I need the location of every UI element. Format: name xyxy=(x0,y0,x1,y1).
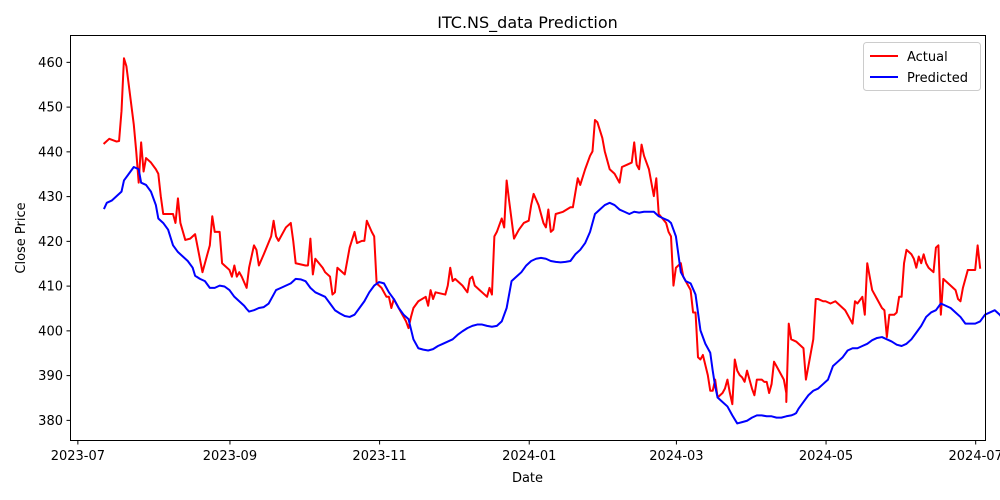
plot-frame xyxy=(70,35,986,441)
y-tick-label: 430 xyxy=(38,190,63,205)
x-tick-label: 2024-03 xyxy=(649,449,703,464)
y-tick-label: 380 xyxy=(38,414,63,429)
x-tick-label: 2024-05 xyxy=(799,449,853,464)
y-tick-label: 460 xyxy=(38,56,63,71)
y-tick-label: 390 xyxy=(38,369,63,384)
chart-title: ITC.NS_data Prediction xyxy=(437,13,618,33)
x-tick-label: 2023-11 xyxy=(352,449,406,464)
x-tick-label: 2024-01 xyxy=(502,449,556,464)
y-tick-label: 400 xyxy=(38,324,63,339)
y-axis: 380 390 400 410 420 430 440 450 460 xyxy=(38,56,71,429)
y-tick-label: 410 xyxy=(38,280,63,295)
y-tick-label: 420 xyxy=(38,235,63,250)
x-tick-label: 2023-07 xyxy=(51,449,105,464)
plot-area xyxy=(102,57,1000,425)
x-axis: 2023-07 2023-09 2023-11 2024-01 2024-03 2024-… xyxy=(51,440,1000,464)
series-line-predicted xyxy=(103,166,1000,425)
y-tick-label: 450 xyxy=(38,101,63,116)
y-tick-label: 440 xyxy=(38,145,63,160)
legend: Actual Predicted xyxy=(863,42,981,91)
series-line-actual xyxy=(102,57,982,406)
x-axis-label: Date xyxy=(512,471,543,486)
legend-label-actual: Actual xyxy=(907,50,948,65)
x-tick-label: 2024-07 xyxy=(949,449,1000,464)
legend-box xyxy=(863,42,981,91)
legend-label-predicted: Predicted xyxy=(907,71,968,86)
x-tick-label: 2023-09 xyxy=(203,449,257,464)
y-axis-label: Close Price xyxy=(14,202,29,273)
